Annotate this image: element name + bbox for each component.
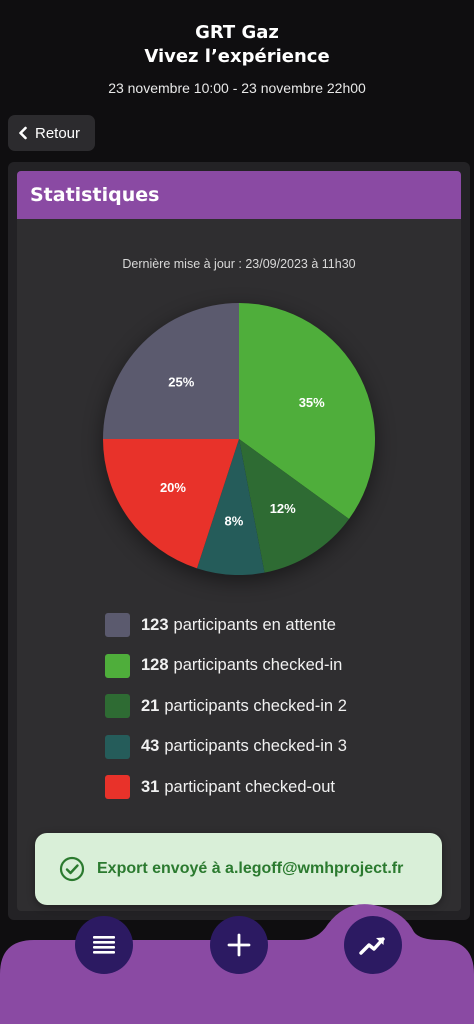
legend-count: 43 — [141, 737, 160, 755]
event-dates: 23 novembre 10:00 - 23 novembre 22h00 — [108, 80, 366, 96]
nav-add-button[interactable] — [210, 916, 268, 974]
legend-item: 31 participant checked-out — [105, 775, 335, 799]
bottom-navigation — [0, 900, 474, 1024]
pie-slice-label-4: 25% — [168, 374, 194, 389]
chevron-left-icon — [19, 126, 27, 140]
event-title: GRT Gaz — [195, 22, 279, 43]
check-circle-icon — [59, 856, 85, 882]
pie-slice-label-0: 35% — [299, 395, 325, 410]
pie-slice-label-2: 8% — [224, 513, 243, 528]
legend-item: 21 participants checked-in 2 — [105, 694, 347, 718]
legend-swatch — [105, 653, 130, 678]
pie-slice-label-3: 20% — [160, 480, 186, 495]
list-icon — [93, 936, 115, 954]
pie-slice-0 — [239, 303, 375, 519]
event-subtitle: Vivez l’expérience — [144, 46, 330, 67]
nav-list-button[interactable] — [75, 916, 133, 974]
legend-count: 31 — [141, 777, 160, 796]
legend-swatch — [105, 734, 130, 759]
legend-label: participant checked-out — [164, 777, 335, 796]
legend-label: participants checked-in — [173, 656, 343, 674]
pie-chart-svg: 35% 12% 8% 20% 25% — [103, 303, 375, 575]
toast-message: Export envoyé à a.legoff@wmhproject.fr — [97, 860, 404, 877]
legend-count: 128 — [141, 656, 169, 674]
last-update-text: Dernière mise à jour : 23/09/2023 à 11h3… — [122, 257, 356, 271]
pie-chart: 35% 12% 8% 20% 25% — [99, 299, 379, 579]
legend-item: 123 participants en attente — [105, 613, 336, 637]
pie-slice-label-1: 12% — [270, 501, 296, 516]
pie-slice-1 — [239, 439, 350, 573]
pie-slice-2 — [196, 439, 265, 575]
legend-item: 128 participants checked-in — [105, 653, 343, 678]
plus-icon — [227, 933, 251, 957]
legend-count: 123 — [141, 615, 169, 634]
trending-up-icon — [359, 937, 385, 955]
legend-label: participants checked-in 2 — [164, 696, 347, 715]
legend-item: 43 participants checked-in 3 — [105, 734, 347, 759]
legend-label: participants en attente — [173, 615, 336, 634]
legend-count: 21 — [141, 696, 160, 715]
pie-slice-3 — [103, 439, 239, 569]
legend-swatch — [105, 775, 130, 799]
legend-label: participants checked-in 3 — [164, 737, 347, 755]
export-toast: Export envoyé à a.legoff@wmhproject.fr — [35, 833, 442, 905]
back-button[interactable]: Retour — [8, 115, 95, 151]
legend-swatch — [105, 694, 130, 718]
legend-swatch — [105, 613, 130, 637]
nav-statistics-button[interactable] — [344, 916, 402, 974]
card-title: Statistiques — [17, 171, 461, 219]
back-button-label: Retour — [35, 124, 81, 142]
pie-slice-4 — [103, 303, 239, 439]
statistics-card: Statistiques Dernière mise à jour : 23/0… — [17, 171, 461, 911]
